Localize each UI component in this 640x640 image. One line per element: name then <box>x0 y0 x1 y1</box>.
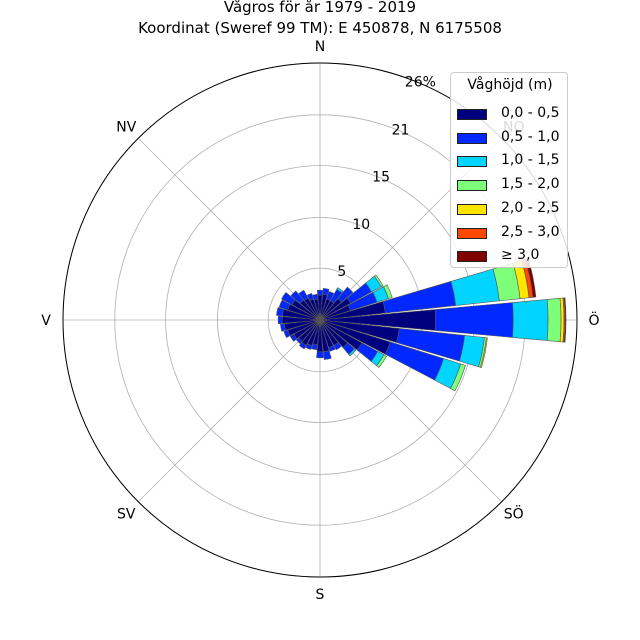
legend-swatch-5 <box>457 227 487 239</box>
bar-sector-10-bin-3 <box>450 363 466 392</box>
legend-label-5: 2,5 - 3,0 <box>501 223 560 240</box>
legend-item-0: 0,0 - 0,5 <box>457 105 567 123</box>
legend-label-3: 1,5 - 2,0 <box>501 176 560 193</box>
bar-sector-7-bin-2 <box>450 268 500 306</box>
legend-label-4: 2,0 - 2,5 <box>501 199 560 216</box>
bar-sector-18-bin-1 <box>305 343 313 350</box>
bar-sector-21-bin-1 <box>289 333 298 342</box>
bar-sector-7-bin-1 <box>382 281 457 314</box>
direction-label-3: SÖ <box>504 505 524 523</box>
bar-sector-1-bin-1 <box>322 287 330 296</box>
radial-tick-label-2: 15 <box>372 169 390 185</box>
direction-label-2: Ö <box>588 311 599 329</box>
bar-sector-5-bin-3 <box>373 274 384 288</box>
radial-tick-label-3: 21 <box>392 122 410 138</box>
legend-label-2: 1,0 - 1,5 <box>501 152 560 169</box>
bar-sector-8-bin-2 <box>512 299 549 341</box>
legend-label-1: 0,5 - 1,0 <box>501 128 560 145</box>
radial-tick-label-4: 26% <box>405 75 436 91</box>
bar-sector-4-bin-1 <box>337 286 354 303</box>
radial-tick-label-1: 10 <box>352 217 370 233</box>
outer-circle <box>62 62 578 578</box>
bar-sector-6-bin-3 <box>383 284 393 300</box>
bar-sector-14-bin-1 <box>328 345 336 352</box>
direction-label-5: SV <box>117 507 136 523</box>
bar-sector-17-bin-1 <box>311 343 318 351</box>
bar-sector-28-bin-1 <box>290 290 304 304</box>
legend-item-5: 2,5 - 3,0 <box>457 223 567 242</box>
bar-sector-0-bin-1 <box>316 289 324 296</box>
bar-sector-9-bin-4 <box>480 337 488 368</box>
legend-swatch-6 <box>457 251 487 263</box>
bar-sector-23-bin-1 <box>280 323 286 332</box>
legend-swatch-1 <box>457 132 487 144</box>
bar-sector-15-bin-1 <box>323 350 332 360</box>
radial-tick-label-0: 5 <box>337 264 346 280</box>
chart-title: Vågros för år 1979 - 2019 <box>223 0 417 16</box>
bar-sector-26-bin-1 <box>278 299 291 311</box>
legend-item-4: 2,0 - 2,5 <box>457 199 567 218</box>
legend-item-6: ≥ 3,0 <box>457 247 567 265</box>
legend-item-2: 1,0 - 1,5 <box>457 152 567 170</box>
legend-swatch-2 <box>457 156 487 168</box>
grid-spoke-7 <box>137 137 321 321</box>
bar-sector-31-bin-1 <box>312 293 319 301</box>
bar-sector-30-bin-1 <box>306 292 314 301</box>
legend-item-3: 1,5 - 2,0 <box>457 176 567 194</box>
bar-sector-8-bin-1 <box>434 302 514 338</box>
bar-sector-22-bin-1 <box>283 329 291 338</box>
bar-sector-2-bin-1 <box>326 291 335 301</box>
bar-sector-29-bin-1 <box>298 289 309 302</box>
bar-sector-20-bin-1 <box>295 337 303 345</box>
legend-label-0: 0,0 - 0,5 <box>501 105 560 121</box>
grid-spoke-5 <box>137 319 321 503</box>
bar-sector-19-bin-1 <box>298 342 307 350</box>
legend-swatch-3 <box>457 180 487 192</box>
direction-label-7: NV <box>116 119 136 135</box>
legend-title: Våghöjd (m) <box>467 77 553 93</box>
bar-sector-12-bin-2 <box>348 348 357 357</box>
bar-sector-3-bin-2 <box>336 287 344 294</box>
bar-sector-13-bin-1 <box>333 342 342 351</box>
bar-sector-25-bin-1 <box>276 307 285 317</box>
legend-label-6: ≥ 3,0 <box>501 247 540 264</box>
bar-sector-16-bin-1 <box>316 351 324 359</box>
bar-sector-11-bin-3 <box>376 354 387 368</box>
chart-subtitle: Koordinat (Sweref 99 TM): E 450878, N 61… <box>138 19 502 37</box>
bar-sector-27-bin-1 <box>281 292 296 306</box>
bar-sector-8-bin-6 <box>563 297 567 343</box>
direction-label-0: N <box>315 39 325 55</box>
direction-label-6: V <box>41 313 51 329</box>
legend-swatch-0 <box>457 109 487 120</box>
legend: Våghöjd (m) 0,0 - 0,5 0,5 - 1,0 1,0 - 1,5 1… <box>450 72 568 268</box>
legend-item-1: 0,5 - 1,0 <box>457 128 567 147</box>
bar-sector-24-bin-1 <box>277 315 283 325</box>
direction-label-4: S <box>316 587 325 603</box>
bar-sector-8-bin-3 <box>546 297 562 343</box>
legend-swatch-4 <box>457 203 487 215</box>
